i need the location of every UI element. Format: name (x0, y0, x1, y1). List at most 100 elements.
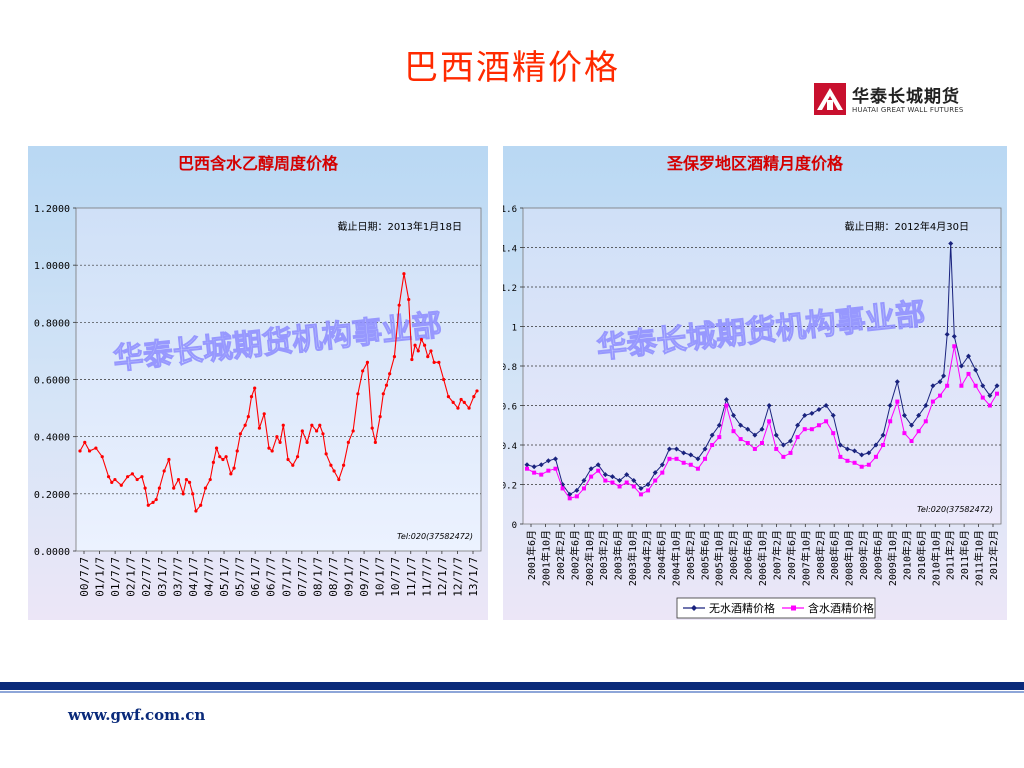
footer-url[interactable]: www.gwf.com.cn (68, 706, 206, 724)
x-tick-label: 04/1/7 (187, 557, 200, 597)
data-point (211, 460, 215, 464)
data-point (229, 472, 233, 476)
data-point (281, 423, 285, 427)
data-point (451, 400, 455, 404)
y-tick-label: 1.4 (503, 245, 517, 255)
x-tick-label: 2004年6月 (655, 530, 668, 580)
data-point (184, 477, 188, 482)
x-tick-label: 09/7/7 (358, 557, 371, 597)
y-tick-label: 0.6000 (34, 376, 70, 387)
data-point (773, 432, 779, 438)
data-point (852, 448, 858, 454)
data-point (246, 415, 250, 419)
data-point (845, 458, 850, 463)
data-point (546, 468, 551, 473)
legend-label: 含水酒精价格 (808, 601, 874, 615)
data-point (595, 462, 601, 468)
data-point (567, 491, 573, 497)
x-tick-label: 03/1/7 (156, 557, 169, 597)
data-point (880, 432, 886, 438)
data-point (941, 373, 947, 379)
data-point (203, 486, 208, 490)
data-point (802, 412, 808, 418)
data-point (545, 458, 551, 464)
data-point (472, 395, 476, 399)
data-point (958, 363, 964, 369)
data-point (894, 379, 900, 385)
data-point (275, 435, 279, 439)
data-point (381, 392, 385, 396)
data-point (617, 484, 622, 489)
data-point (809, 427, 814, 432)
data-point (745, 441, 750, 446)
data-point (638, 492, 643, 497)
data-point (759, 426, 765, 432)
data-point (286, 457, 290, 462)
legend-box (676, 597, 876, 619)
data-point (844, 446, 850, 452)
data-point (110, 480, 114, 484)
data-point (446, 395, 451, 399)
x-tick-label: 2002年2月 (554, 530, 567, 580)
data-point (291, 463, 295, 467)
slide-title: 巴西酒精价格 (404, 48, 620, 88)
x-tick-label: 02/7/7 (140, 557, 153, 597)
data-point (574, 487, 580, 493)
data-point (681, 450, 687, 456)
data-point (321, 432, 325, 436)
data-point (916, 412, 922, 418)
data-point (987, 403, 992, 408)
x-tick-label: 06/1/7 (249, 557, 262, 597)
x-tick-label: 2004年2月 (641, 530, 654, 580)
x-tick-label: 2004年10月 (669, 530, 682, 586)
data-point (437, 360, 441, 364)
data-point (378, 415, 382, 419)
data-point (456, 406, 460, 410)
data-point (172, 486, 176, 490)
data-point (176, 477, 181, 482)
data-point (667, 456, 672, 461)
data-point (581, 478, 587, 484)
data-point (253, 386, 257, 390)
data-point (531, 464, 537, 470)
data-point (151, 500, 155, 505)
tel-annotation: Tel:020(37582472) (397, 532, 473, 541)
data-point (831, 431, 836, 436)
data-point (631, 478, 637, 484)
data-point (795, 422, 801, 428)
data-point (959, 383, 964, 388)
data-point (218, 455, 222, 459)
data-point (459, 397, 463, 402)
data-point (232, 466, 236, 470)
data-point (413, 343, 417, 347)
x-tick-label: 2006年6月 (742, 530, 755, 580)
data-point (135, 477, 139, 482)
data-point (83, 440, 87, 444)
data-point (249, 395, 254, 399)
data-point (574, 494, 579, 499)
data-point (795, 435, 800, 440)
x-tick-label: 2002年10月 (583, 530, 596, 586)
data-point (539, 472, 544, 477)
data-point (208, 477, 212, 482)
data-point (830, 412, 836, 418)
data-point (980, 395, 985, 400)
x-tick-label: 2011年10月 (973, 530, 986, 586)
data-point (351, 429, 355, 433)
data-point (143, 486, 147, 490)
logo-name-en: HUATAI GREAT WALL FUTURES (852, 106, 964, 114)
data-point (966, 371, 971, 376)
y-tick-label: 1.0000 (34, 261, 70, 272)
y-tick-label: 0.4 (503, 442, 517, 452)
chart-right-panel: 圣保罗地区酒精月度价格 0 0.2 0.4 0.6 0.8 1 1.2 1.4 1.6 2001年6… (503, 146, 1007, 620)
data-point (902, 431, 907, 436)
data-point (429, 349, 433, 353)
x-tick-label: 08/1/7 (311, 557, 324, 597)
data-point (774, 446, 779, 451)
y-tick-label: 0.4000 (34, 433, 70, 444)
data-point (596, 468, 601, 473)
data-point (295, 455, 300, 459)
data-point (723, 397, 729, 403)
data-point (410, 357, 414, 362)
x-tick-label: 2011年6月 (958, 530, 971, 580)
